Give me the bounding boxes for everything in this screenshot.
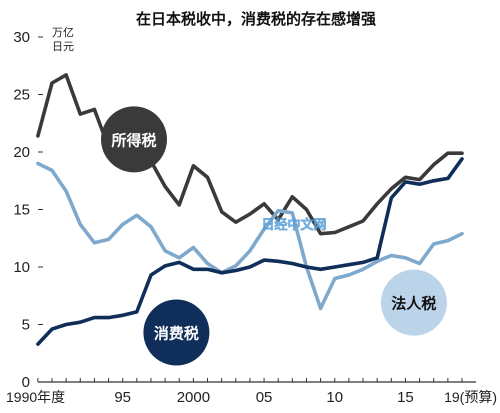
series-badge-label-0: 所得税	[111, 131, 156, 149]
series-badge-label-1: 法人税	[391, 295, 436, 313]
x-tick-label-2: 2000	[177, 389, 210, 406]
series-badge-0	[101, 106, 167, 173]
series-badge-2	[143, 299, 210, 366]
chart-title: 在日本税收中，消费税的存在感增强	[136, 10, 376, 28]
unit-label-line1: 万亿	[52, 26, 74, 39]
x-tick-label-3: 05	[256, 389, 273, 406]
y-tick-label-6: 30	[13, 29, 30, 46]
x-tick-label-5: 15	[397, 389, 414, 406]
series-line-0	[36, 73, 464, 236]
y-tick-label-2: 10	[13, 259, 30, 276]
x-tick-label-6: 19(预算)	[444, 389, 497, 405]
y-tick-label-4: 20	[13, 144, 30, 161]
x-tick-label-1: 95	[114, 389, 131, 406]
y-tick-label-1: 5	[22, 317, 30, 334]
series-badge-label-2: 消费税	[154, 325, 199, 343]
x-tick-label-4: 10	[326, 389, 343, 406]
y-tick-label-5: 25	[13, 87, 30, 104]
watermark: 日经中文网	[261, 217, 326, 233]
x-tick-label-0: 1990年度	[6, 389, 65, 405]
unit-label-line2: 日元	[52, 40, 74, 53]
y-tick-label-0: 0	[22, 374, 30, 391]
y-tick-label-3: 15	[13, 202, 30, 219]
series-badge-1	[380, 269, 447, 336]
